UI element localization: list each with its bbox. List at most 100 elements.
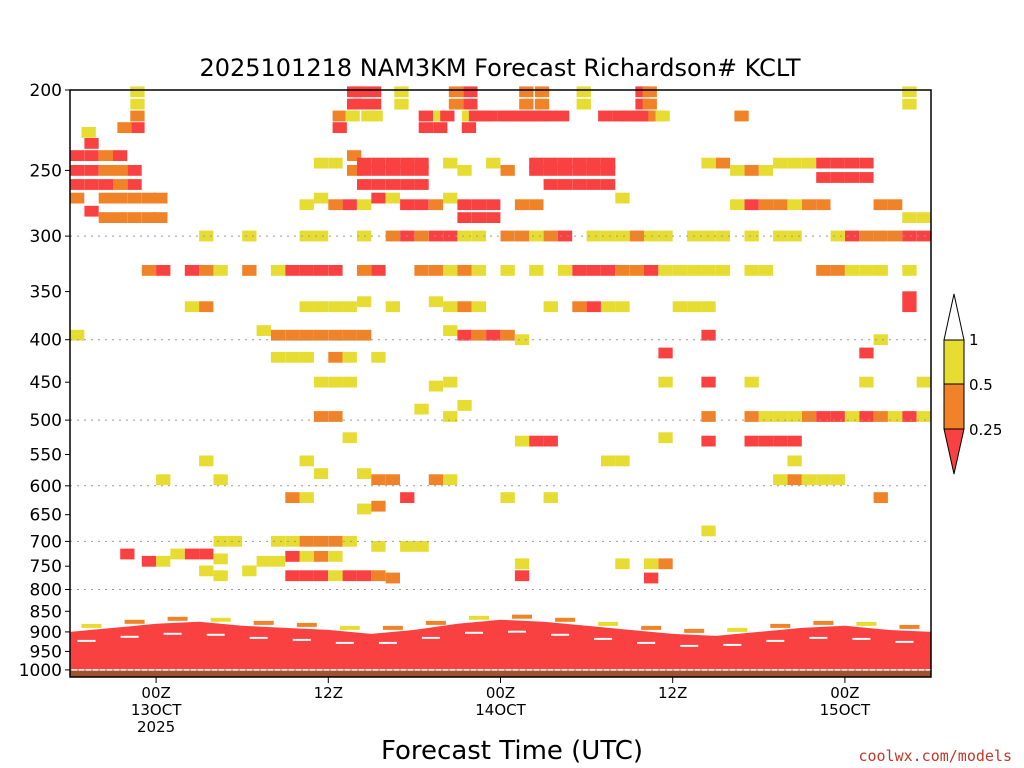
heatmap-cell	[859, 230, 874, 242]
heatmap-cell	[457, 212, 472, 223]
heatmap-cell	[529, 435, 544, 447]
surface-band-edge	[167, 616, 188, 621]
y-tick-label: 600	[30, 477, 62, 497]
heatmap-cell	[816, 157, 831, 169]
heatmap-cell	[313, 468, 329, 479]
surface-band-gap	[594, 637, 613, 640]
heatmap-cell	[672, 301, 687, 313]
heatmap-cell	[730, 165, 745, 176]
heatmap-cell	[701, 301, 716, 313]
heatmap-cell	[443, 474, 458, 486]
heatmap-cell	[385, 474, 400, 486]
heatmap-cell	[285, 351, 300, 363]
heatmap-cell	[463, 86, 478, 98]
heatmap-cell	[744, 376, 759, 388]
heatmap-cell	[113, 179, 128, 190]
heatmap-cell	[902, 301, 917, 313]
heatmap-cell	[801, 411, 817, 422]
heatmap-cell	[586, 165, 601, 176]
heatmap-cell	[514, 570, 530, 582]
heatmap-cell	[213, 570, 228, 582]
heatmap-cell	[601, 165, 616, 176]
heatmap-cell	[463, 98, 478, 110]
x-tick-label: 00Z	[830, 684, 859, 702]
heatmap-cell	[615, 230, 630, 242]
heatmap-cell	[658, 432, 673, 444]
legend-swatch-yellow	[943, 339, 965, 385]
heatmap-cell	[357, 503, 372, 515]
y-tick-label: 450	[30, 373, 62, 393]
heatmap-cell	[400, 165, 415, 176]
y-tick-label: 1000	[19, 661, 62, 681]
heatmap-cell	[84, 205, 99, 217]
heatmap-cell	[328, 535, 343, 547]
heatmap-cell	[658, 376, 673, 388]
heatmap-cell	[902, 98, 917, 110]
heatmap-cell	[644, 572, 659, 584]
surface-band-edge	[856, 621, 877, 626]
heatmap-cell	[70, 150, 85, 161]
heatmap-cell	[213, 553, 228, 565]
heatmap-cell	[342, 570, 357, 582]
heatmap-cell	[418, 122, 433, 133]
heatmap-cell	[615, 301, 630, 313]
heatmap-cell	[371, 179, 386, 190]
heatmap-cell	[471, 265, 487, 276]
legend-tick-label: 0.5	[969, 376, 993, 394]
heatmap-cell	[153, 212, 168, 223]
heatmap-cell	[816, 172, 831, 183]
heatmap-cell	[730, 199, 745, 211]
surface-band-gap	[465, 631, 483, 634]
heatmap-cell	[199, 301, 214, 313]
heatmap-cell	[328, 329, 343, 341]
heatmap-cell	[658, 347, 673, 359]
heatmap-cell	[830, 265, 845, 276]
heatmap-cell	[400, 179, 415, 190]
heatmap-cell	[572, 157, 587, 169]
heatmap-cell	[342, 199, 357, 211]
heatmap-cell	[601, 455, 616, 467]
heatmap-cell	[787, 455, 802, 467]
heatmap-cell	[514, 558, 530, 570]
heatmap-cell	[299, 492, 314, 503]
heatmap-cell	[371, 192, 386, 204]
heatmap-cell	[457, 230, 472, 242]
heatmap-cell	[658, 265, 673, 276]
heatmap-cell	[626, 110, 642, 122]
heatmap-cell	[342, 432, 357, 444]
x-tick-label: 15OCT	[820, 701, 871, 719]
heatmap-cell	[598, 110, 613, 122]
heatmap-cell	[371, 500, 386, 512]
surface-band-edge	[770, 623, 791, 628]
heatmap-cell	[744, 230, 759, 242]
heatmap-cell	[519, 98, 534, 110]
x-tick-label: 14OCT	[475, 701, 526, 719]
heatmap-cell	[394, 98, 409, 110]
surface-band-edge	[598, 621, 619, 626]
heatmap-cell	[117, 122, 132, 133]
heatmap-cell	[443, 230, 458, 242]
heatmap-cell	[285, 329, 300, 341]
heatmap-cell	[299, 199, 314, 211]
y-tick-label: 750	[30, 557, 62, 577]
heatmap-cell	[98, 165, 113, 176]
gridlines	[70, 235, 931, 671]
heatmap-cell	[443, 192, 458, 204]
y-tick-label: 350	[30, 283, 62, 303]
heatmap-cell	[543, 230, 558, 242]
surface-band-gap	[292, 638, 311, 641]
heatmap-cell	[141, 265, 157, 276]
heatmap-cell	[529, 165, 544, 176]
heatmap-cell	[734, 110, 749, 122]
heatmap-cell	[648, 110, 663, 122]
heatmap-cell	[701, 525, 716, 537]
heatmap-cell	[816, 474, 831, 486]
heatmap-cell	[461, 122, 477, 133]
legend-swatch-above-1	[943, 293, 965, 341]
heatmap-cell	[342, 351, 357, 363]
heatmap-cell	[586, 301, 601, 313]
heatmap-cell	[471, 329, 487, 341]
heatmap-cell	[744, 199, 759, 211]
heatmap-cell	[328, 376, 343, 388]
surface-band-edge	[899, 624, 920, 629]
